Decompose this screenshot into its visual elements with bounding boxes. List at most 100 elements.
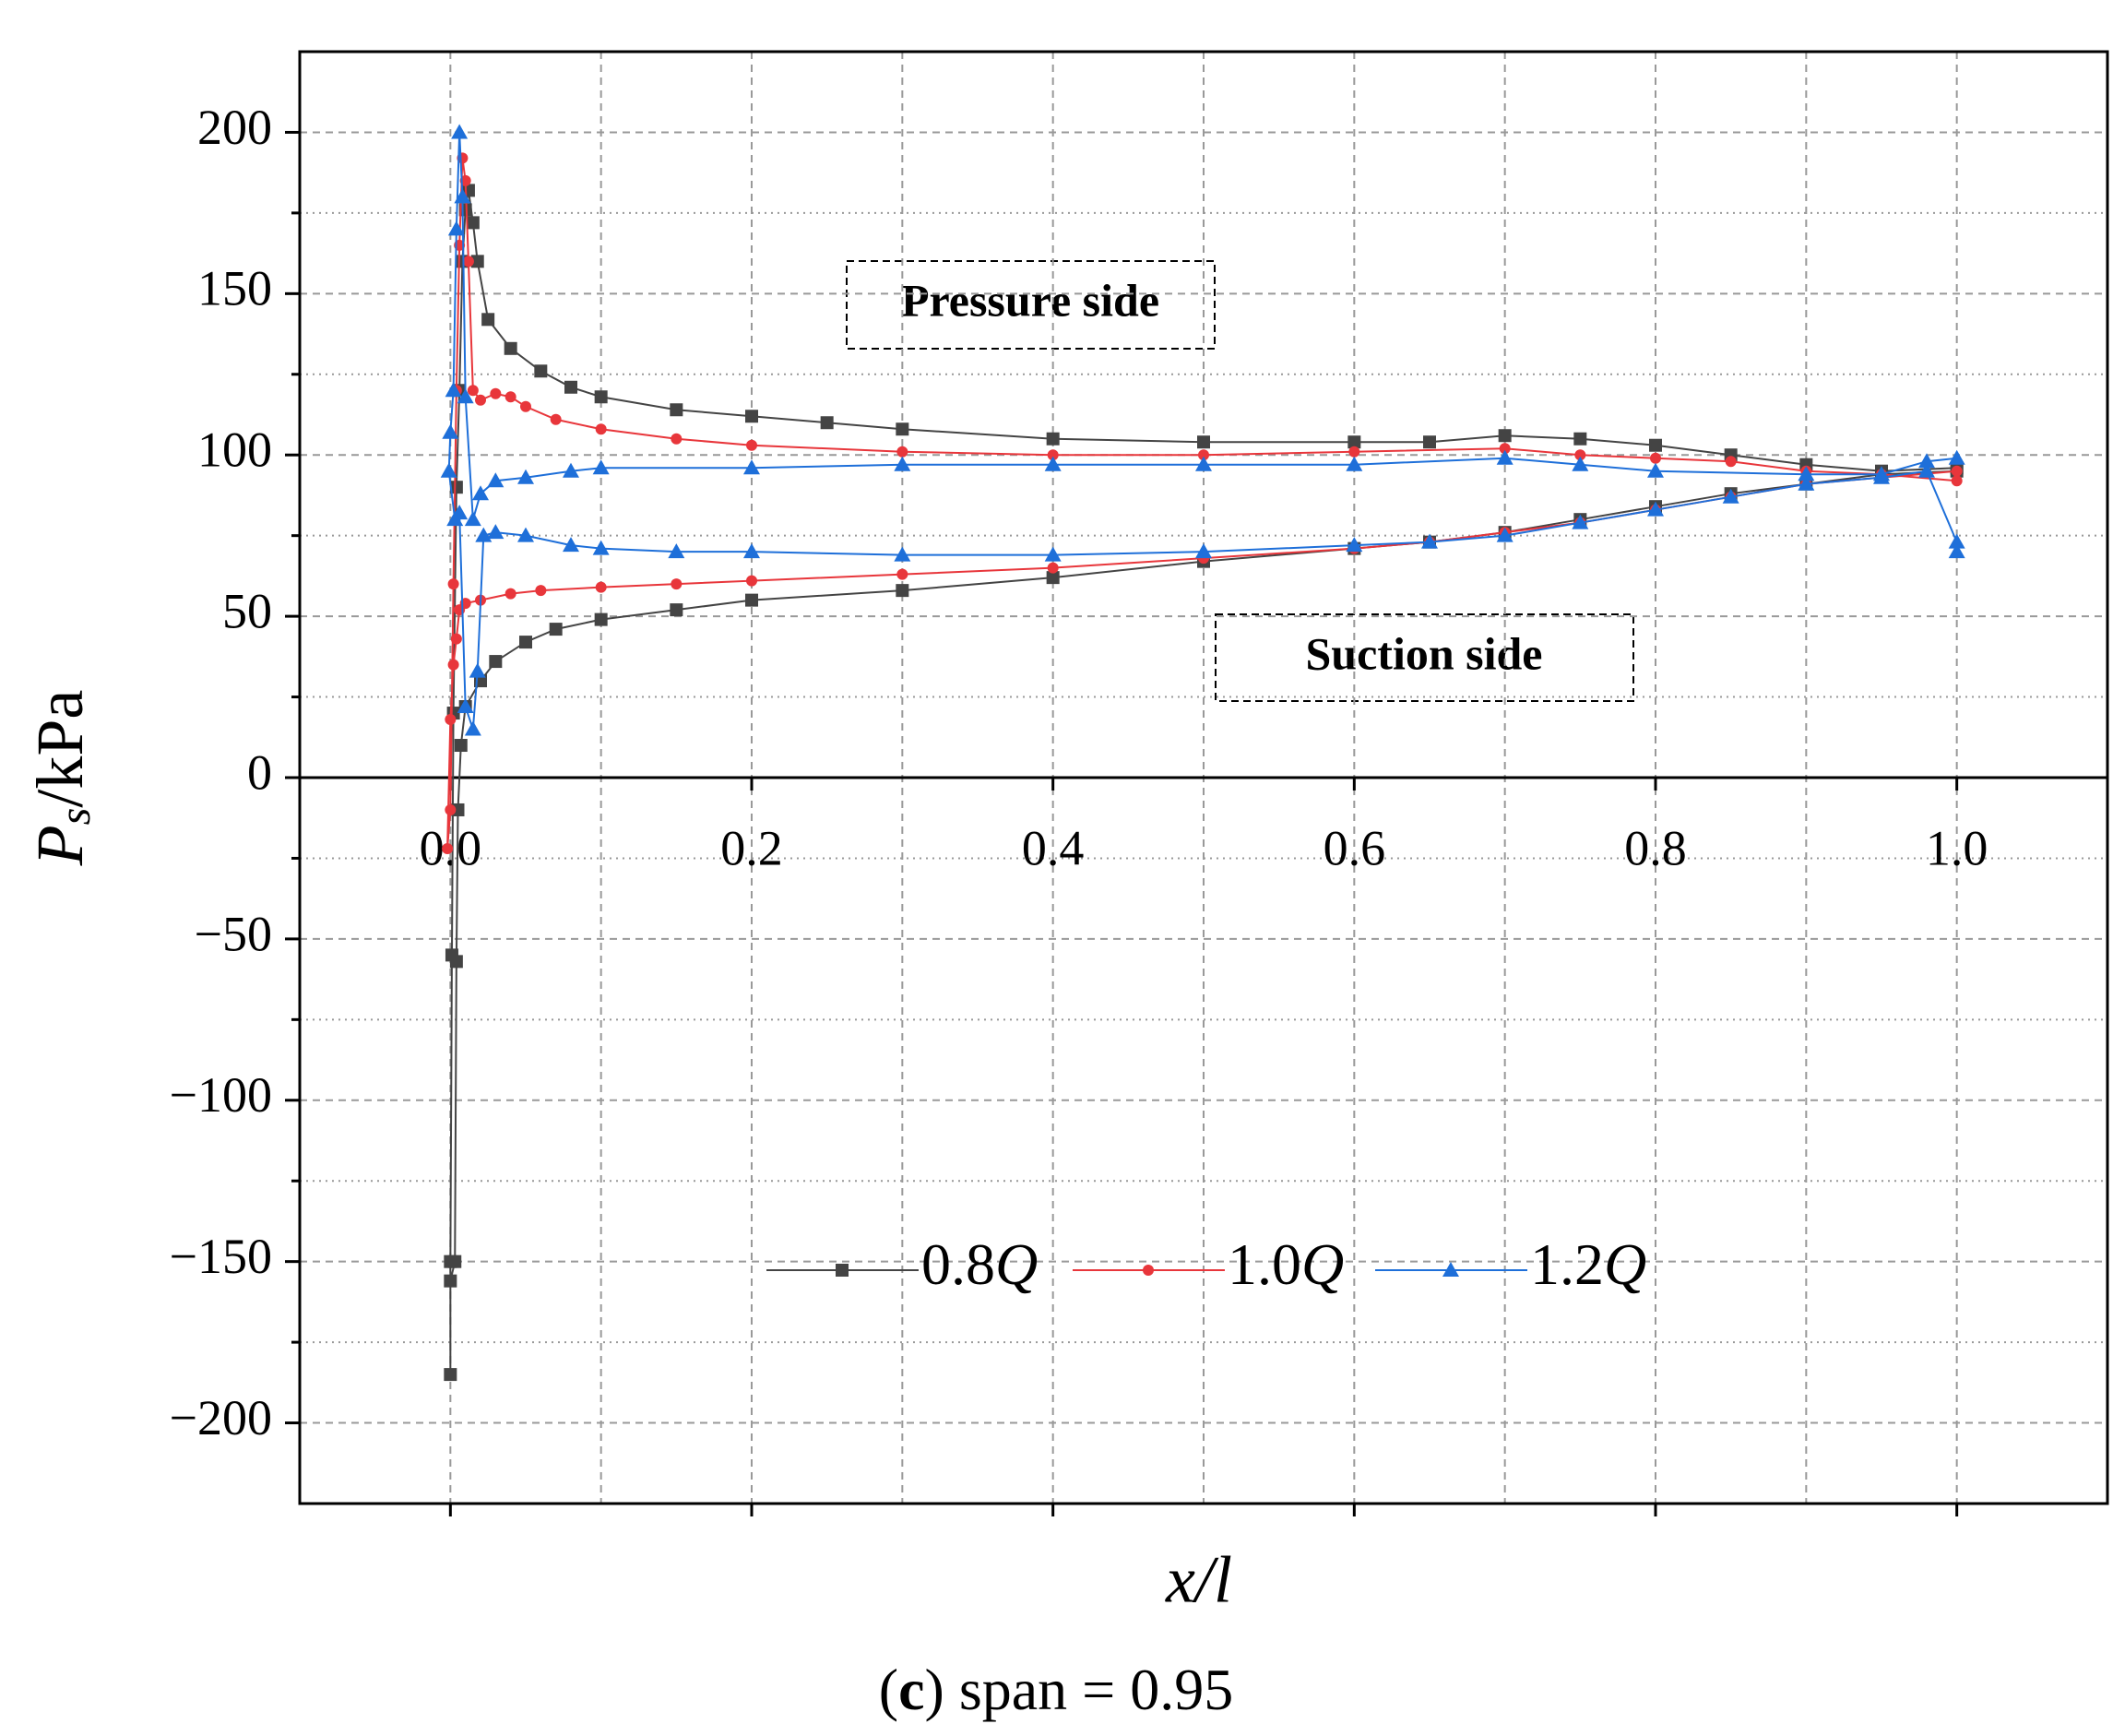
y-tick-label: −50: [195, 906, 272, 961]
marker: [668, 543, 685, 559]
x-tick-label: 1.0: [1926, 820, 1988, 875]
marker: [1951, 465, 1963, 477]
caption: (c) span = 0.95: [879, 1657, 1233, 1722]
marker: [475, 394, 486, 406]
marker: [896, 446, 908, 458]
marker: [820, 416, 834, 430]
legend-label: 1.2Q: [1530, 1231, 1646, 1297]
marker: [1347, 435, 1361, 449]
marker: [1346, 456, 1363, 471]
marker: [745, 593, 758, 607]
legend-label: 1.0Q: [1228, 1231, 1344, 1297]
marker: [1722, 488, 1739, 504]
caption-part: ) span = 0.95: [925, 1657, 1234, 1722]
marker: [595, 423, 607, 435]
marker: [743, 459, 760, 475]
marker: [1044, 546, 1062, 562]
marker: [896, 584, 909, 598]
marker: [464, 720, 481, 736]
marker: [1725, 456, 1737, 468]
marker: [1423, 435, 1436, 449]
marker: [490, 387, 502, 399]
marker: [534, 364, 548, 378]
marker: [1195, 456, 1212, 471]
marker: [469, 662, 486, 678]
marker: [448, 1254, 462, 1268]
marker: [550, 413, 562, 425]
marker: [470, 255, 484, 268]
marker: [457, 698, 474, 714]
y-label-unit: /kPa: [23, 690, 97, 808]
marker: [1499, 443, 1511, 455]
marker: [743, 543, 760, 559]
y-tick-label: 150: [197, 261, 272, 316]
marker: [1346, 537, 1363, 553]
marker: [592, 459, 610, 475]
marker: [1798, 475, 1815, 491]
marker: [451, 124, 469, 139]
marker: [466, 216, 480, 230]
marker: [464, 511, 481, 527]
marker: [594, 612, 608, 626]
caption-letter: c: [898, 1657, 924, 1722]
marker: [564, 380, 577, 394]
marker: [1951, 475, 1963, 487]
marker: [457, 388, 474, 404]
marker: [670, 603, 683, 617]
y-tick-label: 50: [222, 584, 272, 639]
marker: [1948, 543, 1965, 559]
marker: [671, 433, 683, 445]
marker: [442, 842, 454, 854]
x-tick-label: 0.4: [1022, 820, 1085, 875]
marker: [746, 575, 757, 587]
marker: [592, 540, 610, 555]
marker: [563, 462, 579, 478]
marker: [1197, 435, 1210, 449]
marker: [1498, 429, 1512, 443]
y-label-symbol: P: [23, 825, 97, 866]
marker: [1572, 456, 1589, 471]
marker: [1650, 452, 1661, 464]
marker: [1496, 449, 1514, 465]
marker: [1143, 1265, 1154, 1276]
y-label-subscript: s: [51, 808, 100, 826]
marker: [442, 423, 459, 439]
y-tick-label: −200: [170, 1390, 272, 1445]
marker: [1574, 449, 1586, 461]
y-tick-label: 200: [197, 100, 272, 155]
marker: [517, 527, 534, 542]
marker: [447, 578, 459, 590]
marker: [445, 803, 457, 815]
marker: [450, 633, 462, 645]
marker: [520, 400, 531, 412]
marker: [1948, 449, 1965, 465]
series-line: [449, 190, 1957, 1375]
marker: [1046, 571, 1060, 585]
marker: [1948, 533, 1965, 549]
marker: [1421, 533, 1438, 549]
y-tick-label: 0: [247, 744, 272, 800]
marker: [1647, 501, 1664, 517]
marker: [517, 469, 534, 484]
marker: [505, 391, 516, 403]
x-tick-label: 0.6: [1324, 820, 1386, 875]
marker: [487, 524, 505, 540]
marker: [1649, 438, 1662, 452]
marker: [896, 422, 909, 436]
marker: [462, 256, 474, 268]
marker: [487, 472, 505, 488]
marker: [670, 403, 683, 417]
marker: [1044, 456, 1062, 471]
marker: [1918, 453, 1935, 469]
marker: [836, 1264, 849, 1277]
marker: [504, 341, 517, 355]
marker: [447, 220, 465, 236]
marker: [481, 313, 495, 327]
legend-label: 0.8Q: [921, 1231, 1038, 1297]
marker: [444, 1274, 457, 1288]
y-tick-label: −150: [170, 1229, 272, 1284]
annotation: Pressure side: [901, 274, 1159, 326]
marker: [449, 955, 463, 969]
marker: [894, 546, 911, 562]
